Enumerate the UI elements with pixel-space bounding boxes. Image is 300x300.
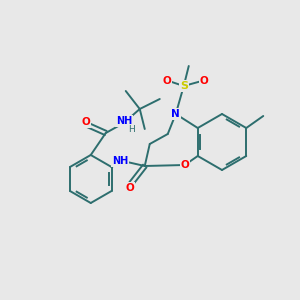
Text: O: O — [200, 76, 208, 86]
Text: O: O — [180, 160, 189, 170]
Text: N: N — [171, 109, 180, 119]
Text: H: H — [128, 124, 135, 134]
Text: S: S — [180, 81, 188, 91]
Text: O: O — [125, 183, 134, 193]
Text: NH: NH — [112, 156, 128, 166]
Text: NH: NH — [116, 116, 132, 126]
Text: O: O — [162, 76, 171, 86]
Text: O: O — [81, 117, 90, 127]
